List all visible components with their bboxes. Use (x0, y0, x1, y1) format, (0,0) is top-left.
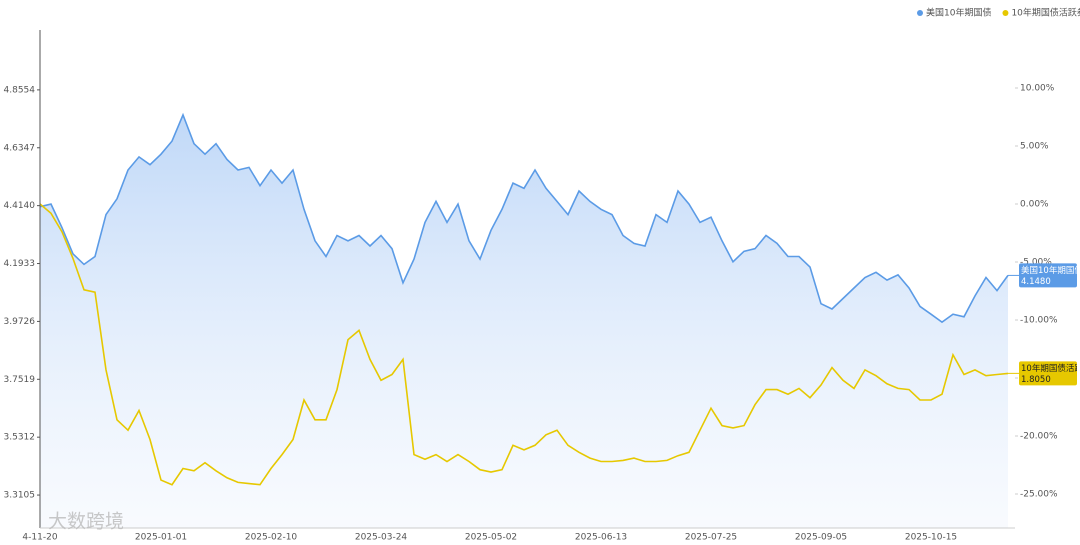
x-tick-label: 4-11-20 (22, 533, 57, 543)
y2-tick-label: -10.00% (1020, 316, 1058, 326)
y-tick-label: 3.3105 (4, 491, 36, 501)
end-tag-group: 美国10年期国债 (1021, 265, 1080, 276)
y2-tick-label: -5.00% (1020, 258, 1052, 268)
legend-marker (1002, 10, 1009, 16)
line (39, 112, 1009, 324)
legend-label: 美国10年期国债 (926, 7, 991, 19)
x-tick-label: 2025-05-02 (465, 533, 517, 543)
y-tick-label: 3.5312 (4, 433, 36, 443)
x-tick-label: 2025-02-10 (245, 533, 298, 543)
x-tick-label: 2025-09-05 (795, 533, 847, 543)
y-tick-label: 4.8554 (4, 85, 36, 95)
x-tick-label: 2025-01-01 (135, 533, 187, 543)
end-tag-value: 4.1480 (1021, 277, 1051, 287)
y2-tick-label: 0.00% (1020, 200, 1049, 210)
y2-tick-label: 5.00% (1020, 142, 1049, 152)
line (39, 203, 1009, 486)
y-tick-label: 4.4140 (4, 201, 36, 211)
legend-marker (917, 10, 923, 16)
end-tag-group: 10年期国债活跃券 (1021, 363, 1080, 374)
y-tick-label: 4.6347 (4, 143, 36, 153)
y-tick-label: 3.7519 (4, 375, 36, 385)
end-tag (1019, 361, 1077, 386)
x-tick-label: 2025-06-13 (575, 533, 627, 543)
x-tick-label: 2025-03-24 (355, 533, 408, 543)
x-tick-label: 2025-10-15 (905, 533, 957, 543)
end-tag-value: 1.8050 (1021, 375, 1051, 385)
y-tick-label: 4.1933 (4, 259, 36, 269)
area-fill (40, 114, 1008, 529)
end-tag-name: 美国10年期国债 (1021, 265, 1080, 276)
watermark: 大数跨境 (48, 511, 124, 533)
legend-label: 10年期国债活跃券 (1011, 7, 1080, 19)
y2-tick-label: -20.00% (1020, 432, 1058, 442)
y2-tick-label: -25.00% (1020, 490, 1058, 500)
end-tag-name: 10年期国债活跃券 (1021, 363, 1080, 374)
y-tick-label: 3.9726 (4, 317, 36, 327)
y2-tick-label: 10.00% (1020, 84, 1055, 94)
end-tag (1019, 263, 1077, 288)
x-tick-label: 2025-07-25 (685, 533, 737, 543)
